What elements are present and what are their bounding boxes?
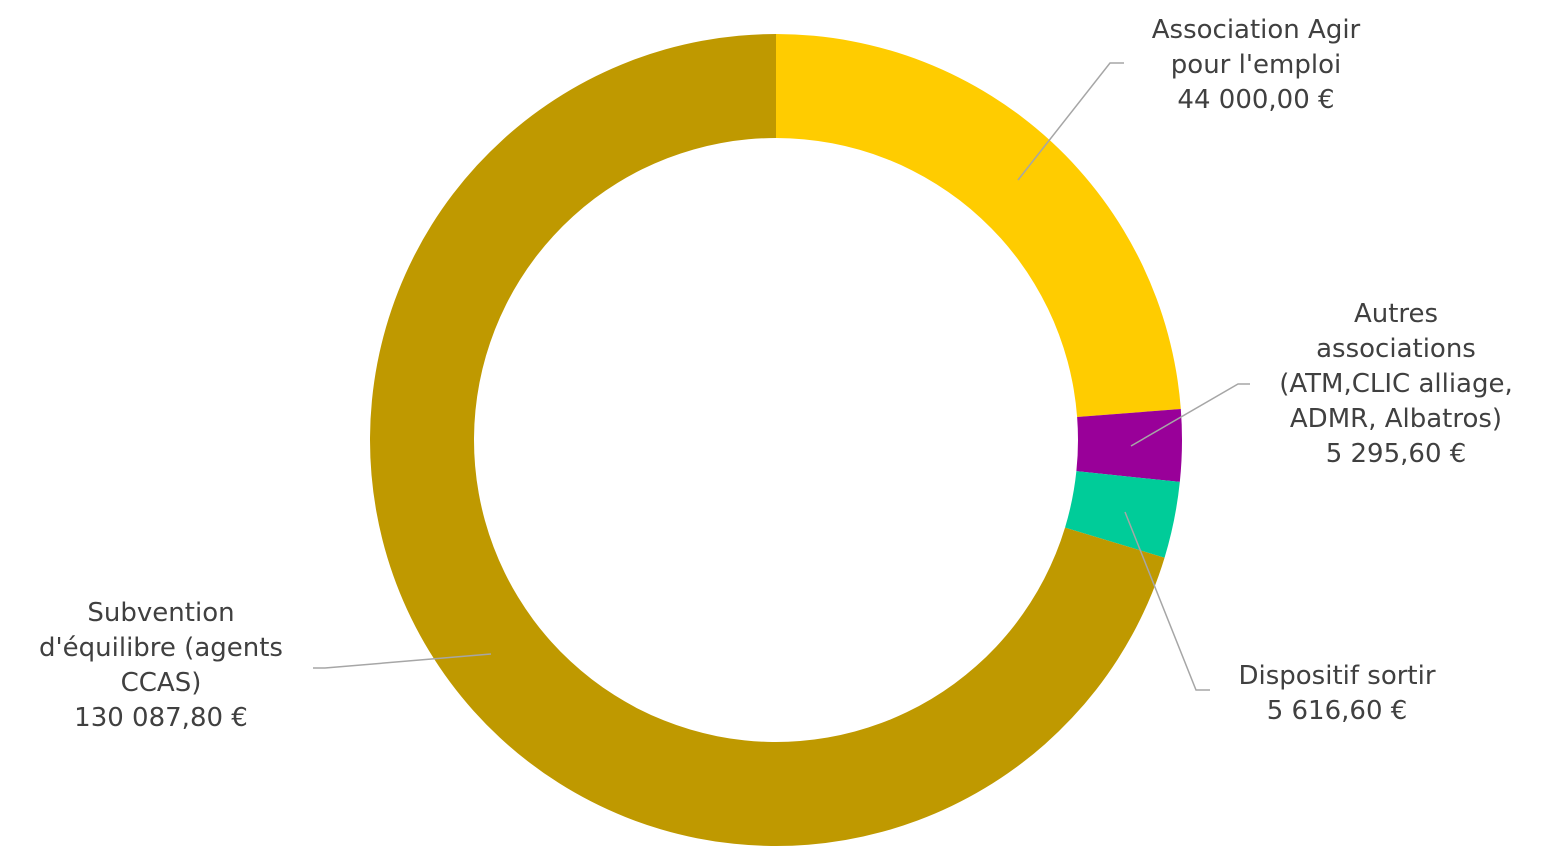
leader-line-subvention-equilibre xyxy=(313,653,492,669)
data-label-agir: Association Agir pour l'emploi 44 000,00 € xyxy=(1152,15,1361,115)
leader-line-dispositif-sortir xyxy=(1124,511,1210,691)
donut-slices xyxy=(370,34,1182,846)
data-label-value: 130 087,80 € xyxy=(74,703,248,733)
data-label-value: 5 616,60 € xyxy=(1267,696,1408,726)
data-label-line: Subvention xyxy=(87,598,234,628)
data-label-line: ADMR, Albatros) xyxy=(1290,404,1502,434)
slice-labels: Association Agir pour l'emploi 44 000,00 €… xyxy=(39,15,1513,733)
data-label-line: d'équilibre (agents xyxy=(39,633,283,663)
data-label-line: Association Agir xyxy=(1152,15,1361,45)
data-label-line: Autres xyxy=(1354,299,1438,329)
data-label-subvention-equilibre: Subvention d'équilibre (agents CCAS) 130 08… xyxy=(39,598,283,733)
data-label-line: (ATM,CLIC alliage, xyxy=(1279,369,1513,399)
data-label-line: pour l'emploi xyxy=(1171,50,1341,80)
data-label-line: CCAS) xyxy=(121,668,202,698)
data-label-value: 44 000,00 € xyxy=(1177,85,1334,115)
leader-line-autres-associations xyxy=(1130,383,1250,447)
data-label-line: associations xyxy=(1316,334,1476,364)
data-label-line: Dispositif sortir xyxy=(1238,661,1435,691)
slice-dispositif-sortir xyxy=(1065,471,1180,558)
data-label-autres-associations: Autres associations (ATM,CLIC alliage, ADMR… xyxy=(1279,299,1513,469)
data-label-dispositif-sortir: Dispositif sortir 5 616,60 € xyxy=(1238,661,1435,726)
slice-agir xyxy=(776,34,1181,417)
slice-autres-associations xyxy=(1076,409,1182,482)
leader-line-agir xyxy=(1017,62,1124,181)
leader-lines xyxy=(313,62,1250,691)
data-label-value: 5 295,60 € xyxy=(1326,439,1467,469)
